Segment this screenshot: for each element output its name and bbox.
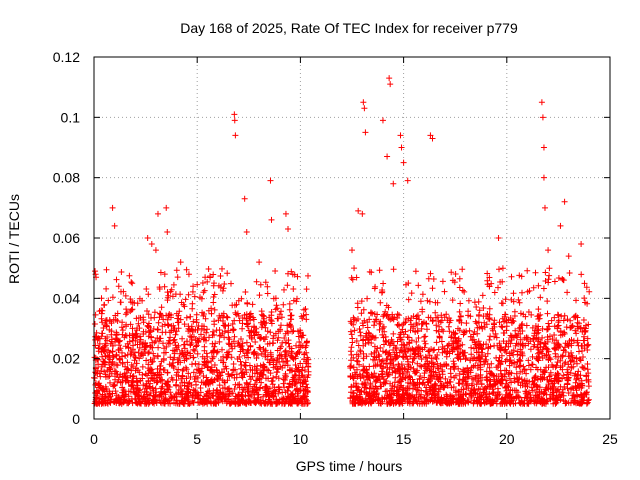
roti-point: [241, 195, 248, 202]
roti-point: [190, 283, 197, 290]
axis-ticks: [93, 56, 611, 420]
x-tick-label: 15: [396, 431, 412, 447]
roti-point: [164, 228, 171, 235]
roti-points: [91, 75, 593, 407]
roti-point: [578, 241, 585, 248]
roti-point: [109, 204, 116, 211]
roti-point: [267, 177, 274, 184]
roti-point: [185, 271, 192, 278]
roti-point: [231, 111, 238, 118]
roti-point: [200, 289, 207, 296]
roti-point: [144, 235, 151, 241]
roti-point: [397, 132, 404, 139]
y-tick-label: 0.02: [53, 351, 80, 367]
y-axis-title: ROTI / TECUs: [6, 194, 22, 284]
x-tick-label: 10: [293, 431, 309, 447]
y-tick-label: 0.08: [53, 170, 80, 186]
roti-point: [561, 198, 568, 205]
roti-point: [387, 81, 394, 88]
roti-point: [360, 99, 367, 106]
roti-point: [351, 265, 358, 272]
roti-point: [177, 259, 184, 266]
roti-point: [540, 174, 547, 181]
y-tick-label: 0.1: [61, 109, 81, 125]
roti-point: [379, 117, 386, 124]
roti-point: [540, 144, 547, 151]
grid-lines: [94, 57, 610, 419]
roti-point: [400, 159, 407, 166]
roti-point: [429, 135, 436, 142]
roti-point: [361, 105, 368, 112]
y-tick-label: 0.12: [53, 49, 80, 65]
roti-point: [232, 132, 239, 139]
roti-point: [256, 259, 263, 266]
roti-point: [398, 144, 405, 151]
roti-point: [349, 247, 355, 254]
roti-point: [115, 283, 122, 290]
x-tick-label: 0: [90, 431, 98, 447]
roti-point: [538, 99, 545, 106]
roti-point: [541, 204, 548, 211]
x-tick-labels: 0 5 10 15 20 25: [90, 431, 618, 447]
roti-point: [111, 222, 118, 229]
y-tick-label: 0: [72, 411, 80, 427]
x-tick-label: 5: [193, 431, 201, 447]
roti-point: [285, 225, 292, 232]
roti-point: [152, 247, 159, 254]
roti-point: [557, 222, 564, 229]
roti-point: [148, 241, 155, 248]
roti-point: [154, 210, 161, 217]
roti-point: [92, 268, 99, 275]
roti-point: [404, 177, 411, 184]
roti-point: [565, 253, 572, 260]
x-axis-title: GPS time / hours: [296, 458, 403, 474]
roti-point: [282, 210, 289, 217]
roti-point: [231, 117, 238, 124]
roti-point: [495, 235, 502, 241]
roti-point: [384, 153, 391, 160]
roti-point: [355, 207, 362, 214]
roti-point: [163, 204, 170, 211]
y-tick-label: 0.06: [53, 230, 80, 246]
roti-point: [545, 247, 552, 254]
roti-point: [98, 307, 105, 314]
roti-point: [390, 180, 397, 187]
x-tick-label: 25: [602, 431, 618, 447]
roti-point: [427, 132, 434, 139]
roti-point: [386, 75, 393, 82]
roti-point: [268, 216, 275, 223]
roti-point: [359, 210, 366, 217]
roti-point: [362, 129, 369, 136]
roti-point: [539, 114, 546, 121]
y-tick-labels: 0 0.02 0.04 0.06 0.08 0.1 0.12: [53, 49, 80, 427]
chart-title: Day 168 of 2025, Rate Of TEC Index for r…: [180, 20, 518, 36]
roti-point-cloud: [91, 265, 593, 407]
x-tick-label: 20: [499, 431, 515, 447]
y-tick-label: 0.04: [53, 290, 80, 306]
roti-point: [243, 228, 250, 235]
